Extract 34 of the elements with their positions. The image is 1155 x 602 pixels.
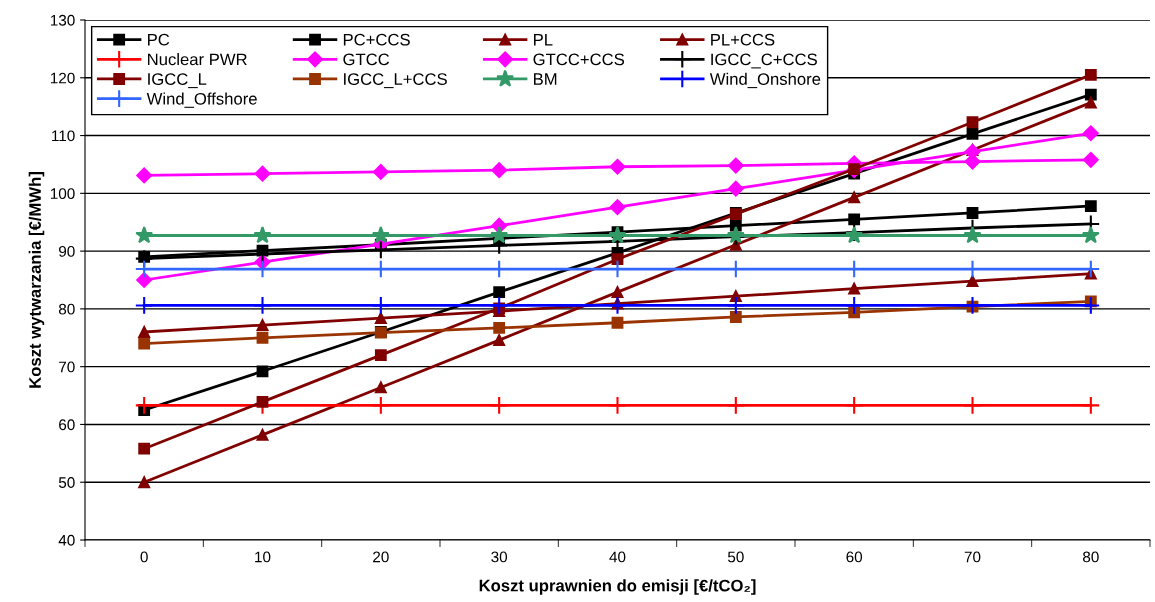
legend-label: PL+CCS (711, 33, 775, 46)
y-tick-label: 60 (59, 419, 75, 431)
legend-label: PC+CCS (343, 33, 410, 46)
y-tick-label: 100 (50, 188, 75, 200)
legend-label: Wind_Onshore (709, 72, 821, 89)
legend-label: PL (534, 33, 553, 46)
y-tick-label: 90 (59, 245, 75, 257)
x-tick-label: 20 (373, 551, 389, 563)
legend-label: GTCC (343, 53, 390, 66)
x-tick-label: 40 (609, 551, 626, 563)
y-tick-label: 110 (52, 130, 75, 142)
y-axis-title: Koszt wytwarzania [€/MWh] (28, 172, 45, 388)
x-tick-label: 50 (727, 551, 744, 563)
x-tick-label: 70 (964, 551, 981, 563)
y-tick-label: 120 (50, 72, 75, 84)
y-tick-label: 50 (58, 477, 75, 488)
legend-label: IGCC_L (148, 73, 207, 89)
legend-label: Nuclear PWR (148, 53, 247, 66)
y-tick-label: 70 (59, 361, 75, 373)
x-tick-label: 30 (491, 551, 508, 563)
legend-label: IGCC_L+CCS (344, 73, 447, 89)
y-tick-label: 80 (58, 303, 75, 315)
x-axis-title: Koszt uprawnien do emisji [€/tCO₂] (479, 579, 756, 595)
x-tick-label: 0 (140, 551, 148, 563)
legend-label: GTCC+CCS (533, 53, 625, 66)
legend-label: PC (148, 33, 170, 46)
x-tick-label: 80 (1083, 551, 1099, 563)
x-tick-label: 10 (255, 551, 271, 563)
legend-label: IGCC_C+CCS (711, 53, 817, 69)
x-tick-label: 60 (846, 551, 863, 563)
y-tick-label: 130 (50, 14, 75, 26)
legend-label: Wind_Offshore (146, 92, 257, 108)
legend-label: BM (534, 73, 557, 85)
y-tick-label: 40 (58, 534, 75, 546)
